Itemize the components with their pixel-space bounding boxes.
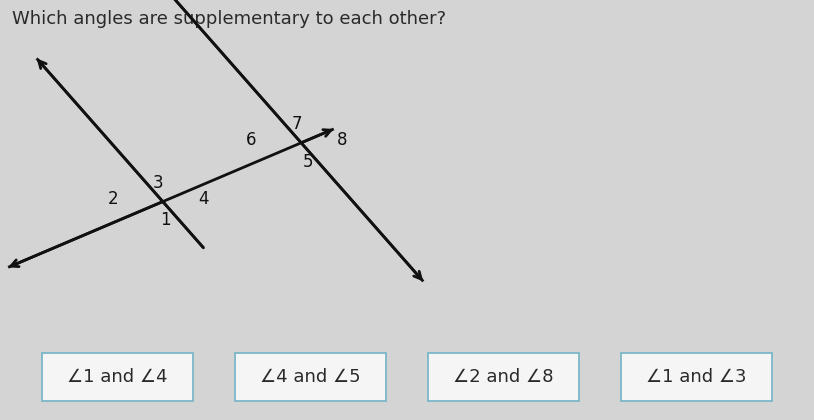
- FancyBboxPatch shape: [235, 353, 386, 401]
- Text: ∠1 and ∠4: ∠1 and ∠4: [68, 368, 168, 386]
- Text: ∠2 and ∠8: ∠2 and ∠8: [453, 368, 554, 386]
- Text: 1: 1: [160, 211, 170, 229]
- Text: 4: 4: [199, 190, 209, 208]
- Text: 2: 2: [107, 190, 118, 208]
- Text: 3: 3: [153, 174, 164, 192]
- Text: Which angles are supplementary to each other?: Which angles are supplementary to each o…: [12, 10, 446, 29]
- Text: 5: 5: [303, 152, 313, 171]
- FancyBboxPatch shape: [428, 353, 579, 401]
- Text: 8: 8: [337, 131, 348, 150]
- Text: 6: 6: [246, 131, 256, 150]
- FancyBboxPatch shape: [621, 353, 772, 401]
- Text: ∠4 and ∠5: ∠4 and ∠5: [260, 368, 361, 386]
- Text: ∠1 and ∠3: ∠1 and ∠3: [646, 368, 746, 386]
- Text: 7: 7: [291, 115, 302, 133]
- FancyBboxPatch shape: [42, 353, 193, 401]
